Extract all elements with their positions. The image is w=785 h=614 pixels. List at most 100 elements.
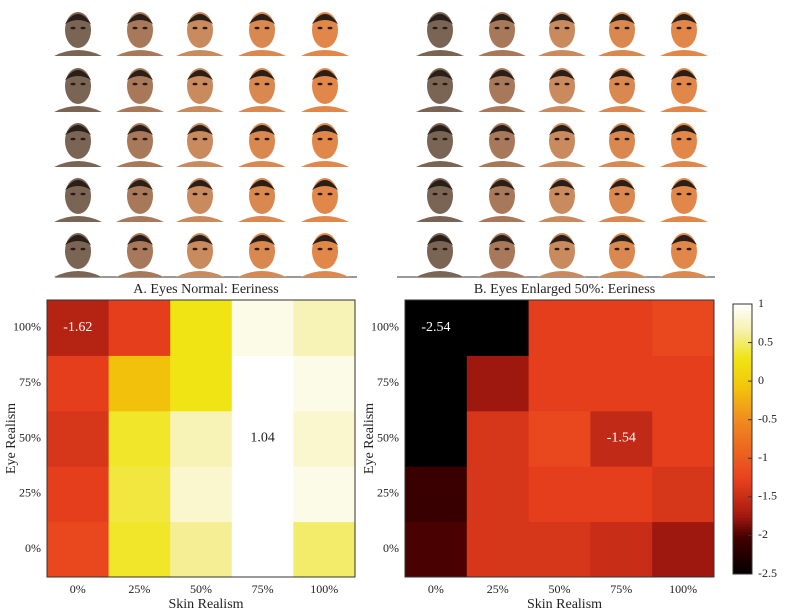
face-eye [264, 26, 270, 30]
face-eye [192, 26, 198, 30]
face-hair [489, 180, 515, 190]
chart-title: A. Eyes Normal: Eeriness [133, 282, 278, 297]
face-eye [624, 82, 630, 86]
face-shoulders [238, 106, 286, 112]
face-shoulders [54, 106, 102, 112]
face-eye [504, 192, 510, 196]
heatmap-cell [47, 521, 110, 578]
y-tick-label: 0% [25, 541, 41, 555]
colorbar-swatch [733, 439, 752, 443]
face-eye [202, 192, 208, 196]
heatmap-cell [466, 466, 530, 523]
face-shoulders [116, 216, 164, 222]
face-eye [686, 137, 692, 141]
colorbar-swatch [733, 496, 752, 500]
face-eye [264, 137, 270, 141]
colorbar-swatch [733, 403, 752, 407]
face-eye [70, 137, 76, 141]
colorbar-swatch [733, 397, 752, 401]
face-shoulders [538, 106, 586, 112]
face-eye [442, 137, 448, 141]
face-eye [494, 192, 500, 196]
colorbar-swatch [733, 400, 752, 404]
face-hair [249, 180, 275, 190]
face-hair [549, 70, 575, 80]
heatmap-cell [170, 410, 233, 467]
face-hair [249, 14, 275, 24]
face-shoulders [478, 216, 526, 222]
y-tick-label: 75% [19, 375, 41, 389]
face-shoulders [660, 161, 708, 167]
colorbar-swatch [733, 466, 752, 470]
heatmap-cell [466, 521, 530, 578]
colorbar-swatch [733, 514, 752, 518]
face-hair [312, 70, 338, 80]
heatmap-cell [231, 521, 294, 578]
face-hair [249, 70, 275, 80]
face-eye [504, 26, 510, 30]
face-hair [489, 125, 515, 135]
heatmap-cell [590, 466, 653, 523]
x-tick-label: 25% [128, 582, 150, 596]
face-shoulders [538, 216, 586, 222]
face-eye [494, 137, 500, 141]
heatmap-cell [405, 521, 468, 578]
face-shoulders [301, 161, 349, 167]
face-eye [317, 137, 323, 141]
face-shoulders [538, 161, 586, 167]
face-eye [327, 247, 333, 251]
colorbar-swatch [733, 547, 752, 551]
heatmap-cell [405, 300, 468, 356]
heatmap-cell [47, 466, 110, 523]
colorbar-swatch [733, 526, 752, 530]
face-eye [132, 26, 138, 30]
face-shoulders [416, 50, 464, 56]
colorbar-swatch [733, 391, 752, 395]
heatmap-cell [528, 355, 591, 412]
colorbar-swatch [733, 337, 752, 341]
heatmap-cell [652, 300, 715, 356]
colorbar-swatch [733, 358, 752, 362]
colorbar-swatch [733, 535, 752, 539]
face-eye [442, 26, 448, 30]
face-eye [554, 82, 560, 86]
heatmap-cell [405, 355, 468, 412]
colorbar-swatch [733, 478, 752, 482]
face-eye [327, 192, 333, 196]
face-shoulders [116, 50, 164, 56]
face-shoulders [660, 271, 708, 277]
heatmap-cell [590, 410, 653, 467]
x-tick-label: 100% [310, 582, 338, 596]
face-eye [142, 247, 148, 251]
face-eye [614, 247, 620, 251]
colorbar-swatch [733, 418, 752, 422]
face-eye [624, 26, 630, 30]
heatmap-cell [528, 466, 591, 523]
colorbar-swatch [733, 457, 752, 461]
colorbar-tick-label: 0 [758, 373, 764, 387]
face-eye [432, 82, 438, 86]
plot-frame [46, 299, 356, 578]
colorbar-swatch [733, 361, 752, 365]
face-eye [142, 192, 148, 196]
face-shoulders [176, 271, 224, 277]
colorbar-swatch [733, 499, 752, 503]
face-eye [554, 247, 560, 251]
face-eye [494, 82, 500, 86]
x-tick-label: 50% [549, 582, 571, 596]
colorbar-swatch [733, 409, 752, 413]
face-shoulders [538, 271, 586, 277]
heatmap-cell [293, 466, 356, 523]
face-eye [554, 26, 560, 30]
face-hair [249, 125, 275, 135]
y-tick-label: 50% [377, 430, 399, 444]
y-tick-label: 25% [377, 486, 399, 500]
heatmap-cell [590, 521, 653, 578]
heatmap-cell [652, 355, 715, 412]
face-hair [609, 235, 635, 245]
face-shoulders [238, 50, 286, 56]
heatmap-cell [293, 355, 356, 412]
colorbar-swatch [733, 316, 752, 320]
face-shoulders [54, 271, 102, 277]
